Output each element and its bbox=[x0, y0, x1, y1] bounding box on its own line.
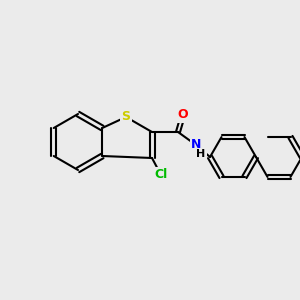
Text: H: H bbox=[196, 149, 206, 159]
Text: N: N bbox=[191, 139, 201, 152]
Text: S: S bbox=[122, 110, 130, 124]
Text: Cl: Cl bbox=[154, 169, 168, 182]
Text: O: O bbox=[178, 109, 188, 122]
